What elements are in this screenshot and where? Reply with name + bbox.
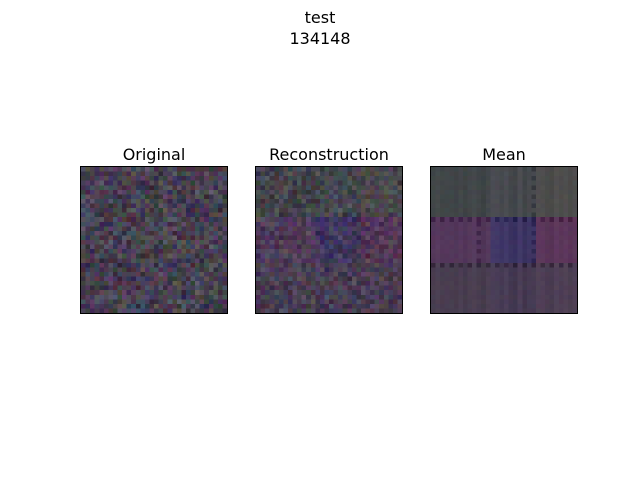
panel-original: Original: [80, 144, 228, 314]
panel-mean: Mean: [430, 144, 578, 314]
panel-reconstruction: Reconstruction: [255, 144, 403, 314]
image-frame-reconstruction: [255, 166, 403, 314]
panel-title-mean: Mean: [482, 145, 526, 164]
panel-title-reconstruction: Reconstruction: [269, 145, 389, 164]
original-image: [81, 167, 227, 313]
reconstruction-image: [256, 167, 402, 313]
figure-title: test: [304, 8, 336, 27]
image-frame-mean: [430, 166, 578, 314]
figure-subtitle-id: 134148: [289, 29, 351, 48]
mean-image: [431, 167, 577, 313]
panel-title-original: Original: [122, 145, 186, 164]
image-frame-original: [80, 166, 228, 314]
